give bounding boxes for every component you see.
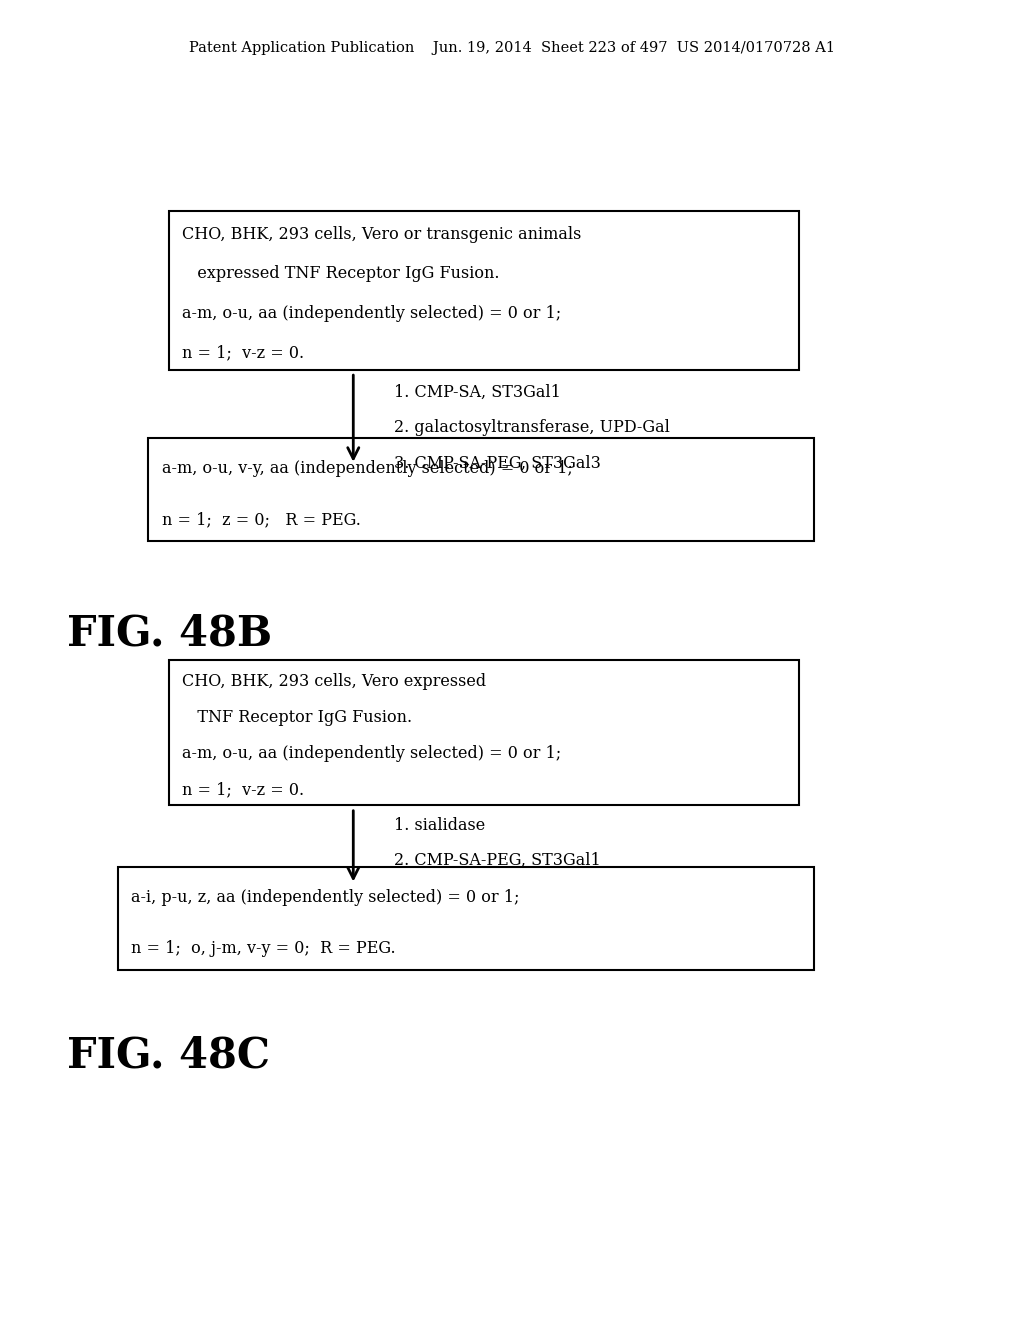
Text: n = 1;  o, j-m, v-y = 0;  R = PEG.: n = 1; o, j-m, v-y = 0; R = PEG. xyxy=(131,940,395,957)
Text: a-m, o-u, aa (independently selected) = 0 or 1;: a-m, o-u, aa (independently selected) = … xyxy=(182,746,561,762)
Text: TNF Receptor IgG Fusion.: TNF Receptor IgG Fusion. xyxy=(182,709,413,726)
Text: FIG. 48C: FIG. 48C xyxy=(67,1035,269,1077)
Text: 3. CMP-SA-PEG, ST3Gal3: 3. CMP-SA-PEG, ST3Gal3 xyxy=(394,455,601,471)
FancyBboxPatch shape xyxy=(169,660,799,805)
Text: n = 1;  z = 0;   R = PEG.: n = 1; z = 0; R = PEG. xyxy=(162,511,360,528)
FancyBboxPatch shape xyxy=(169,211,799,370)
Text: CHO, BHK, 293 cells, Vero or transgenic animals: CHO, BHK, 293 cells, Vero or transgenic … xyxy=(182,226,582,243)
Text: 1. CMP-SA, ST3Gal1: 1. CMP-SA, ST3Gal1 xyxy=(394,384,561,400)
Text: a-i, p-u, z, aa (independently selected) = 0 or 1;: a-i, p-u, z, aa (independently selected)… xyxy=(131,888,519,906)
Text: a-m, o-u, v-y, aa (independently selected) = 0 or 1;: a-m, o-u, v-y, aa (independently selecte… xyxy=(162,459,572,477)
FancyBboxPatch shape xyxy=(148,438,814,541)
Text: FIG. 48B: FIG. 48B xyxy=(67,612,271,655)
Text: 2. galactosyltransferase, UPD-Gal: 2. galactosyltransferase, UPD-Gal xyxy=(394,420,670,436)
Text: Patent Application Publication    Jun. 19, 2014  Sheet 223 of 497  US 2014/01707: Patent Application Publication Jun. 19, … xyxy=(189,41,835,54)
Text: expressed TNF Receptor IgG Fusion.: expressed TNF Receptor IgG Fusion. xyxy=(182,265,500,282)
Text: n = 1;  v-z = 0.: n = 1; v-z = 0. xyxy=(182,781,304,799)
Text: 1. sialidase: 1. sialidase xyxy=(394,817,485,833)
Text: a-m, o-u, aa (independently selected) = 0 or 1;: a-m, o-u, aa (independently selected) = … xyxy=(182,305,561,322)
Text: n = 1;  v-z = 0.: n = 1; v-z = 0. xyxy=(182,345,304,362)
Text: 2. CMP-SA-PEG, ST3Gal1: 2. CMP-SA-PEG, ST3Gal1 xyxy=(394,853,601,869)
Text: CHO, BHK, 293 cells, Vero expressed: CHO, BHK, 293 cells, Vero expressed xyxy=(182,673,486,689)
FancyBboxPatch shape xyxy=(118,867,814,970)
